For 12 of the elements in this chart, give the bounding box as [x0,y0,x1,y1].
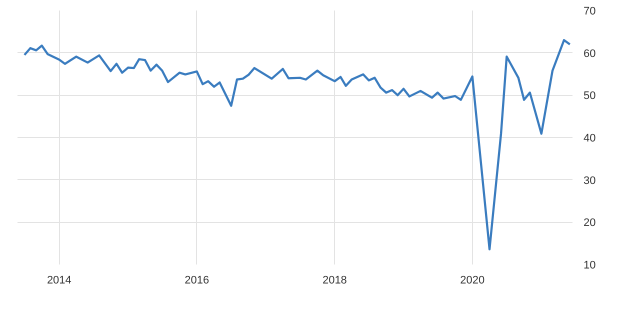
line-series [23,39,571,250]
y-tick-label: 20 [584,217,596,230]
y-tick-label: 50 [584,90,596,102]
y-tick-label: 60 [584,48,596,60]
x-tick-label: 2018 [322,274,347,286]
y-tick-label: 30 [584,174,596,187]
x-tick-label: 2016 [184,274,210,286]
x-tick-label: 2014 [46,274,72,286]
y-tick-label: 10 [584,260,596,272]
x-tick-label: 2020 [460,274,485,286]
y-tick-label: 70 [584,6,596,18]
y-tick-label: 40 [584,132,596,144]
